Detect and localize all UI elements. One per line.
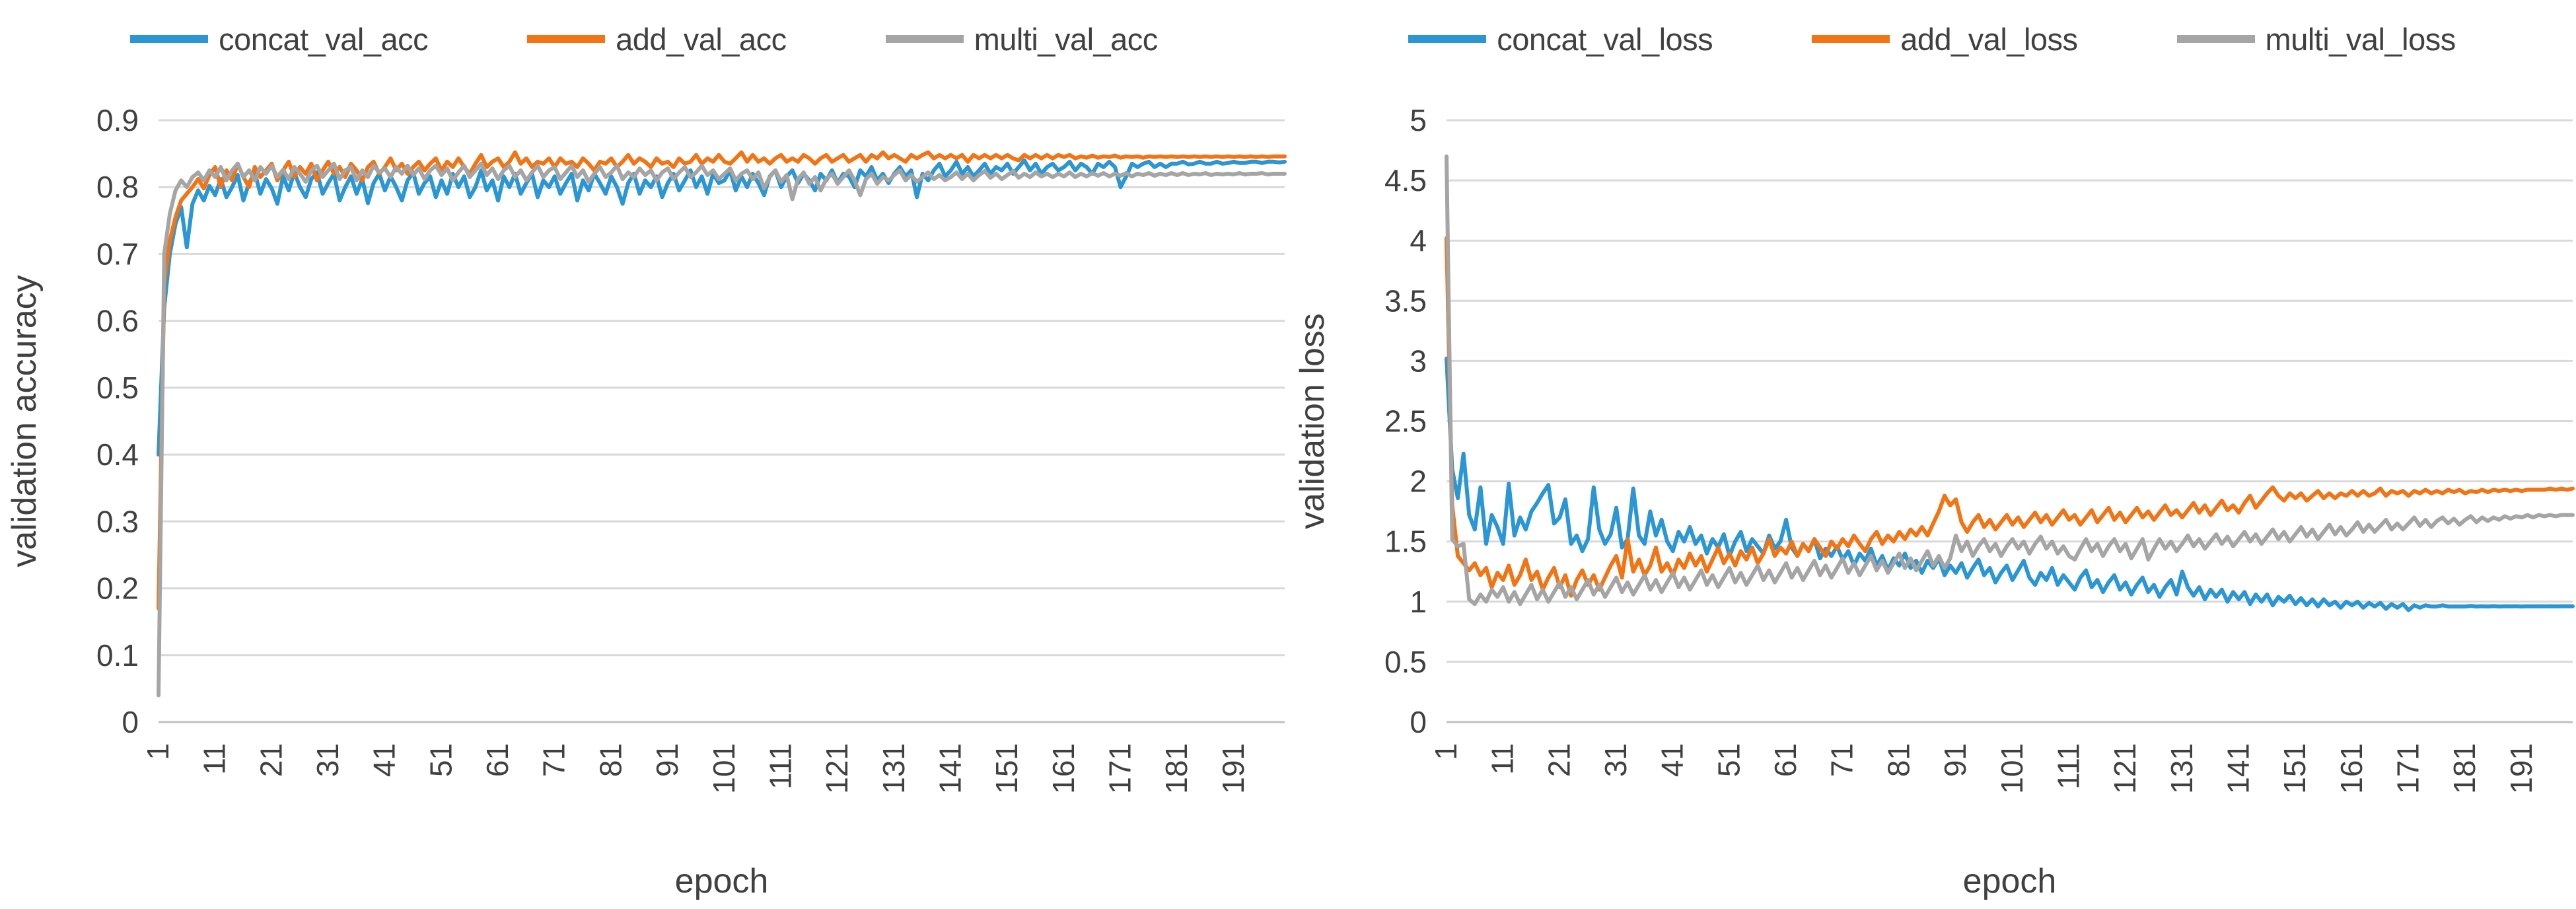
legend-line-swatch [130,35,209,43]
y-tick-label: 2.5 [1384,404,1427,439]
x-tick-label: 161 [2334,743,2369,794]
x-tick-label: 151 [989,743,1024,794]
y-tick-label: 0.8 [96,170,139,204]
x-tick-label: 51 [1711,743,1746,777]
x-tick-label: 191 [1216,743,1250,794]
series-line-add_val_acc [157,150,1287,610]
accuracy-legend: concat_val_acc add_val_acc multi_val_acc [0,0,1288,78]
y-tick-label: 1.5 [1384,525,1427,559]
x-tick-label: 91 [650,743,684,777]
legend-line-swatch [885,35,964,43]
x-tick-label: 1 [1429,743,1463,760]
x-tick-label: 121 [820,743,854,794]
x-tick-label: 121 [2108,743,2142,794]
y-tick-label: 3.5 [1384,283,1427,318]
y-tick-label: 0.6 [96,304,139,338]
y-axis-title: validation accuracy [5,275,44,567]
legend-line-swatch [1812,35,1890,43]
legend-label: concat_val_acc [219,21,429,57]
x-tick-label: 191 [2504,743,2538,794]
legend-line-swatch [1408,35,1487,43]
legend-label: concat_val_loss [1497,21,1713,57]
y-tick-label: 5 [1410,103,1427,137]
series-line-add_val_loss [1445,236,2575,598]
x-tick-label: 41 [1655,743,1690,777]
x-tick-label: 41 [367,743,402,777]
x-tick-label: 91 [1938,743,1972,777]
y-tick-label: 2 [1410,464,1427,499]
x-tick-label: 21 [1542,743,1576,777]
y-tick-label: 1 [1410,585,1427,619]
y-tick-label: 4 [1410,223,1427,258]
x-tick-label: 31 [1598,743,1633,777]
x-tick-label: 161 [1046,743,1081,794]
x-tick-label: 141 [2221,743,2256,794]
x-tick-label: 81 [1881,743,1915,777]
chart-panel-validation-loss: concat_val_loss add_val_loss multi_val_los… [1288,0,2576,909]
series-line-concat_val_acc [157,158,1287,457]
x-tick-label: 101 [1995,743,2029,794]
x-tick-label: 111 [2052,743,2086,789]
x-tick-label: 101 [707,743,741,794]
x-tick-label: 171 [2391,743,2425,794]
series-line-multi_val_acc [157,161,1287,698]
y-tick-label: 0.2 [96,571,139,606]
y-tick-label: 0.7 [96,236,139,271]
y-tick-label: 0.4 [96,437,139,472]
x-tick-label: 181 [2447,743,2482,794]
y-tick-label: 0.3 [96,504,139,538]
x-axis-title: epoch [675,862,769,900]
series-line-multi_val_loss [1445,154,2575,606]
y-tick-label: 3 [1410,344,1427,378]
loss-plot: 54.543.532.521.510.501 11 21 31 41 51 61 71 81 91… [1293,103,2575,900]
x-tick-label: 31 [310,743,345,777]
legend-line-swatch [2176,35,2255,43]
x-tick-label: 61 [1768,743,1803,777]
legend-item-concat_val_acc: concat_val_acc [130,21,429,57]
x-tick-label: 11 [197,743,232,775]
y-tick-label: 0 [122,705,139,739]
x-tick-label: 141 [933,743,968,794]
x-tick-label: 151 [2277,743,2312,794]
x-tick-label: 111 [764,743,798,789]
legend-item-concat_val_loss: concat_val_loss [1408,21,1713,57]
chart-panel-validation-accuracy: concat_val_acc add_val_acc multi_val_acc 0… [0,0,1288,900]
x-tick-label: 51 [423,743,458,777]
legend-item-multi_val_loss: multi_val_loss [2176,21,2456,57]
y-axis-title: validation loss [1293,313,1332,529]
x-tick-label: 1 [141,743,175,760]
accuracy-plot: 0.90.80.70.60.50.40.30.20.101 11 21 31 41 51 6… [5,103,1287,900]
x-tick-label: 61 [480,743,515,777]
y-tick-label: 0.1 [96,638,139,673]
legend-item-multi_val_acc: multi_val_acc [885,21,1159,57]
x-tick-label: 21 [254,743,288,777]
legend-label: add_val_loss [1900,21,2078,57]
legend-label: add_val_acc [616,21,787,57]
legend-item-add_val_acc: add_val_acc [527,21,787,57]
x-tick-label: 71 [1825,743,1859,777]
loss-legend: concat_val_loss add_val_loss multi_val_los… [1288,0,2576,78]
legend-line-swatch [527,35,606,43]
x-tick-label: 131 [2165,743,2199,794]
x-tick-label: 181 [1159,743,1194,794]
y-tick-label: 0 [1410,705,1427,739]
x-tick-label: 131 [877,743,911,794]
x-tick-label: 171 [1103,743,1137,794]
x-tick-label: 81 [593,743,627,777]
y-tick-label: 0.5 [1384,645,1427,679]
legend-item-add_val_loss: add_val_loss [1812,21,2078,57]
legend-label: multi_val_acc [974,21,1159,57]
x-axis-title: epoch [1963,862,2057,900]
legend-label: multi_val_loss [2265,21,2456,57]
y-tick-label: 4.5 [1384,163,1427,198]
series-line-concat_val_loss [1445,356,2575,612]
y-tick-label: 0.9 [96,103,139,137]
x-tick-label: 11 [1485,743,1520,775]
x-tick-label: 71 [537,743,571,777]
y-tick-label: 0.5 [96,371,139,405]
